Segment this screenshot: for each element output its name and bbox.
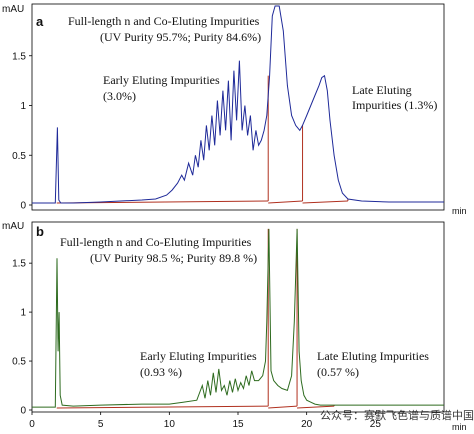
y-tick-label: 0 (20, 201, 26, 212)
annotation-a-early-pct: (3.0%) (103, 89, 136, 103)
baseline-segment (302, 200, 348, 204)
baseline-segment (268, 200, 303, 204)
trace-b (32, 228, 444, 408)
plot-frame-b (31, 221, 445, 413)
y-axis-a: 0 0.5 1 1.5 (12, 51, 32, 212)
x-tick-label: 5 (98, 419, 104, 430)
x-tick-label: 15 (232, 419, 244, 430)
y-axis-b: 0 0.5 1 1.5 (12, 259, 32, 417)
baseline-b (56, 228, 335, 409)
panel-a: mAU a 0 0.5 1 1.5 min Full-length n and Co-… (2, 3, 467, 216)
y-tick-label: 0 (20, 406, 26, 417)
y-tick-label: 0.5 (12, 357, 26, 368)
y-unit-label-a: mAU (2, 4, 24, 15)
x-axis-b: 0 5 10 15 20 25 (29, 412, 381, 430)
panel-label-b: b (36, 224, 44, 239)
y-tick-label: 1.5 (12, 259, 26, 270)
y-tick-label: 1 (20, 101, 26, 112)
annotation-b-early: Early Eluting Impurities (140, 349, 257, 363)
x-unit-label-a: min (452, 206, 467, 216)
annotation-b-fulllength: Full-length n and Co-Eluting Impurities (60, 235, 252, 249)
baseline-segment (268, 405, 298, 409)
plot-frame-a (31, 3, 445, 211)
watermark-text: 公众号：赛默飞色谱与质谱中国 (320, 408, 474, 422)
y-tick-label: 1.5 (12, 51, 26, 62)
trace-a (32, 5, 444, 204)
annotation-a-late-pct: Impurities (1.3%) (352, 98, 437, 112)
annotation-a-purity: (UV Purity 95.7%; Purity 84.6%) (100, 30, 261, 44)
annotation-b-late-pct: (0.57 %) (317, 365, 359, 379)
y-tick-label: 0.5 (12, 151, 26, 162)
panel-label-a: a (36, 14, 44, 29)
x-tick-label: 10 (164, 419, 176, 430)
y-tick-label: 1 (20, 308, 26, 319)
baseline-segment (297, 405, 335, 409)
baseline-a (56, 75, 349, 204)
x-unit-label-b: min (452, 422, 467, 432)
x-tick-label: 20 (301, 419, 313, 430)
baseline-segment (56, 405, 269, 409)
panel-b: mAU b 0 0.5 1 1.5 0 5 10 15 20 25 min Full-lengt… (2, 221, 467, 432)
annotation-a-late: Late Eluting (352, 83, 412, 97)
annotation-b-early-pct: (0.93 %) (140, 365, 182, 379)
x-tick-label: 25 (370, 419, 382, 430)
annotation-a-fulllength: Full-length n and Co-Eluting Impurities (68, 14, 260, 28)
annotation-a-early: Early Eluting Impurities (103, 73, 220, 87)
y-unit-label-b: mAU (2, 221, 24, 232)
x-tick-label: 0 (29, 419, 35, 430)
annotation-b-late: Late Eluting Impurities (317, 349, 429, 363)
annotation-b-purity: (UV Purity 98.5 %; Purity 89.8 %) (90, 251, 257, 265)
